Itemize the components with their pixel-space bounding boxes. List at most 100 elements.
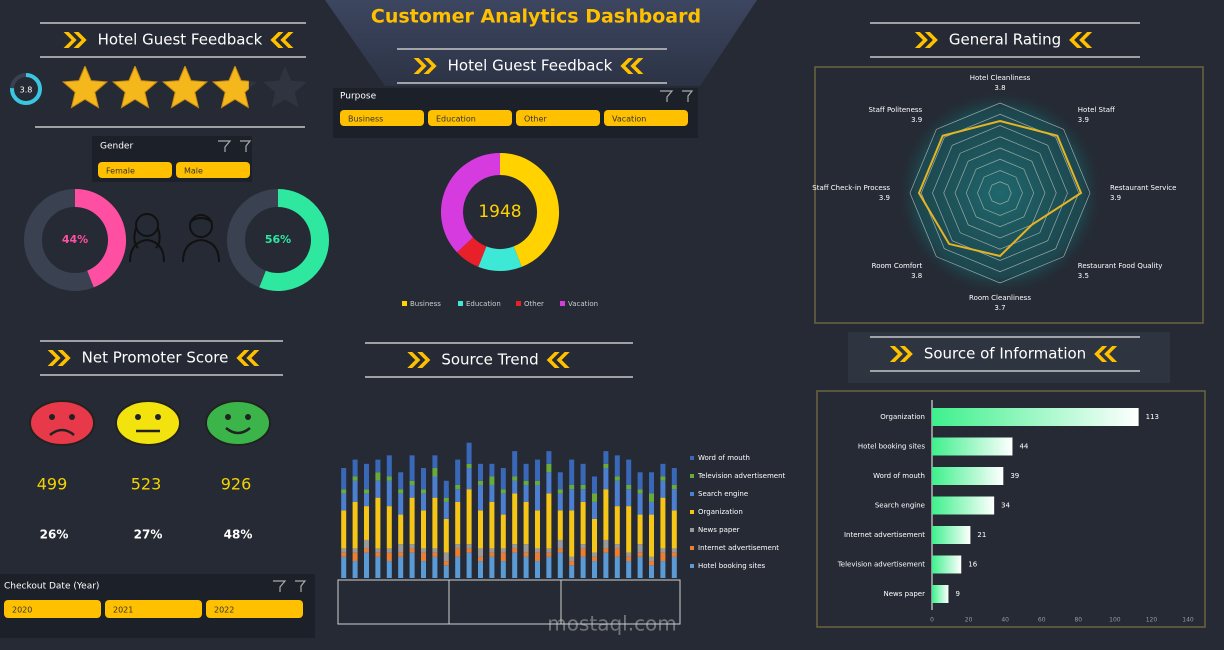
legend-label: Television advertisement [697, 472, 786, 480]
value-label: 34 [1001, 502, 1010, 510]
bar-segment [341, 552, 347, 557]
bar-segment [363, 552, 370, 578]
bar-segment [341, 468, 347, 490]
chevron [57, 350, 71, 366]
bar-segment [591, 518, 598, 553]
bar-segment [512, 480, 518, 494]
bar-segment [489, 463, 495, 477]
value-label: 9 [955, 590, 959, 598]
bar-segment [523, 463, 529, 481]
face-eye [155, 414, 161, 420]
bar-segment [512, 544, 518, 549]
bar-segment [603, 451, 609, 464]
bar [932, 526, 971, 544]
radar-axis-label: Staff Check-in Process [812, 184, 890, 192]
bar-segment [398, 514, 404, 545]
radar-ring [909, 102, 1091, 284]
radar-axis-label: Room Cleanliness [969, 294, 1031, 302]
bar-segment [455, 489, 461, 502]
category-label: Internet advertisement [844, 531, 925, 539]
gauge-label: 56% [265, 233, 291, 246]
bar-segment [671, 548, 677, 553]
slicer-button[interactable] [604, 110, 688, 126]
bar-segment [420, 493, 427, 511]
slicer-button[interactable] [340, 110, 424, 126]
radar-value-label: 3.8 [911, 272, 922, 280]
bar-segment [398, 552, 404, 557]
bar-segment [443, 552, 449, 562]
value-label: 16 [968, 561, 977, 569]
bar [932, 555, 962, 574]
legend-label: News paper [698, 526, 740, 534]
slicer-button[interactable] [98, 162, 172, 178]
bar-segment [352, 561, 358, 578]
slicer-icon [660, 90, 694, 102]
bar-segment [409, 455, 415, 481]
slicer-title: Gender [100, 142, 133, 152]
slicer-button[interactable] [105, 600, 202, 618]
bar-segment [569, 510, 575, 557]
bar-segment [386, 506, 392, 549]
bar-segment [443, 501, 449, 519]
star [112, 66, 158, 109]
slicer-option: Female [106, 167, 135, 176]
slicer-option: 2020 [12, 606, 32, 615]
radar-ring [920, 113, 1080, 273]
bar-segment [375, 552, 381, 557]
slicer-option: Business [348, 115, 383, 124]
legend-swatch [690, 528, 694, 532]
bar-segment [443, 497, 449, 502]
bar-segment [375, 472, 381, 481]
panel-title: Net Promoter Score [82, 349, 229, 367]
bar-segment [375, 459, 381, 473]
slicer-button[interactable] [4, 600, 101, 618]
bar-segment [500, 552, 506, 562]
bar-segment [591, 552, 598, 557]
legend-swatch [402, 301, 407, 306]
bar-segment [386, 455, 392, 477]
radar-value-label: 3.5 [1078, 272, 1089, 280]
bar-segment [534, 552, 541, 562]
bar-segment [637, 489, 643, 494]
bar-segment [341, 489, 347, 494]
bar-segment [591, 476, 598, 494]
nps-share: 48% [224, 528, 253, 542]
slicer-button[interactable] [206, 600, 303, 618]
slicer-button[interactable] [516, 110, 600, 126]
bar-segment [569, 489, 575, 511]
gauge-arc [74, 189, 126, 288]
bar-segment [626, 552, 632, 557]
bar-segment [660, 561, 666, 578]
slicer-title: Checkout Date (Year) [4, 582, 99, 592]
legend-swatch [690, 456, 694, 460]
chevron [630, 58, 644, 74]
slicer-option: Other [524, 115, 547, 124]
rating-ring [10, 73, 42, 105]
bar-segment [443, 480, 449, 498]
face-eye [225, 414, 231, 420]
radar-shape [917, 119, 1083, 258]
dashboard-title: Customer Analytics Dashboard [371, 6, 701, 28]
bar-segment [648, 565, 655, 578]
bar-segment [489, 548, 495, 553]
bar-segment [432, 455, 438, 469]
bar-segment [455, 484, 461, 490]
category-label: Television advertisement [837, 561, 926, 569]
bar-segment [466, 544, 472, 549]
slicer-button[interactable] [176, 162, 250, 178]
bar-segment [614, 556, 620, 578]
radar-axis-label: Hotel Staff [1078, 106, 1115, 114]
bar-segment [671, 489, 677, 511]
bar-segment [637, 514, 643, 545]
slicer-button[interactable] [428, 110, 512, 126]
panel-title: Hotel Guest Feedback [98, 31, 263, 49]
legend-swatch [458, 301, 463, 306]
radar-ring [943, 136, 1057, 250]
bar-segment [626, 506, 632, 553]
bar-segment [466, 552, 472, 578]
slicer-title: Purpose [340, 92, 377, 102]
bar-segment [477, 510, 484, 549]
slicer-option: Education [436, 115, 476, 124]
bar-segment [557, 510, 563, 540]
legend-label: Word of mouth [698, 454, 750, 462]
